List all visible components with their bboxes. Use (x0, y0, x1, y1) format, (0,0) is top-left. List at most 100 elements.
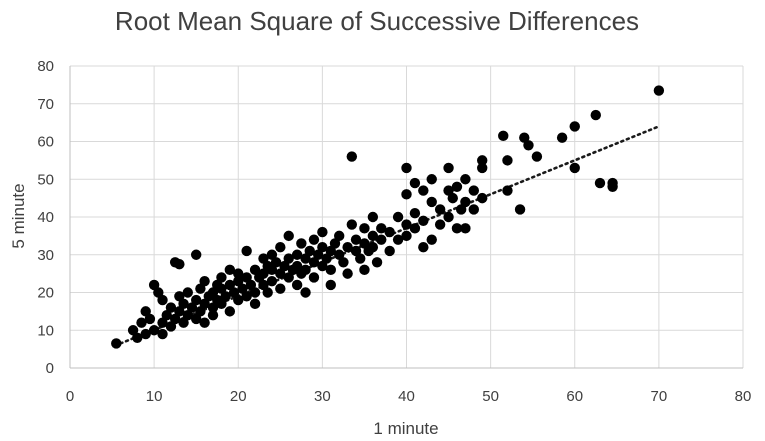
data-point (321, 253, 332, 264)
x-tick-label: 0 (66, 388, 74, 405)
data-point (308, 257, 320, 268)
data-point (367, 230, 379, 242)
data-point (426, 174, 437, 185)
data-point (148, 279, 160, 291)
data-point (275, 283, 286, 294)
y-tick-label: 60 (37, 134, 54, 151)
data-point (434, 219, 446, 230)
data-point (384, 245, 395, 257)
data-point (304, 245, 315, 257)
x-tick-label: 40 (398, 388, 415, 405)
data-point (531, 151, 543, 162)
data-point (569, 162, 580, 174)
data-point (258, 279, 269, 291)
data-point (224, 264, 236, 276)
data-point (569, 121, 580, 132)
data-point (291, 260, 303, 272)
data-point (140, 306, 151, 317)
y-tick-label: 70 (37, 96, 54, 113)
data-point (190, 294, 202, 306)
data-point (144, 313, 156, 325)
data-point (355, 253, 366, 264)
data-point (477, 162, 488, 174)
data-point (165, 302, 177, 313)
x-tick-label: 50 (482, 388, 499, 405)
data-point (296, 238, 307, 249)
data-point (237, 283, 248, 294)
data-point (519, 132, 530, 143)
x-axis-title: 1 minute (373, 419, 438, 438)
data-point (174, 258, 185, 270)
data-point (178, 298, 189, 310)
data-point (426, 196, 437, 208)
data-point (157, 328, 168, 340)
data-point (300, 253, 311, 264)
data-point (300, 264, 311, 276)
data-point (186, 302, 198, 313)
data-point (199, 317, 210, 328)
data-point (401, 162, 412, 174)
data-point (350, 234, 362, 245)
data-point (607, 181, 618, 192)
data-point (317, 226, 328, 238)
data-point (190, 249, 202, 260)
y-tick-label: 80 (37, 58, 54, 75)
data-point (161, 309, 172, 321)
data-point (249, 298, 261, 310)
data-point (468, 185, 479, 196)
data-point (325, 279, 336, 291)
data-point (443, 185, 454, 196)
data-point (249, 287, 261, 298)
data-point (199, 275, 210, 287)
y-tick-label: 0 (46, 360, 54, 377)
data-point (329, 238, 341, 249)
data-point (409, 223, 421, 234)
data-point (241, 272, 252, 283)
data-point (148, 325, 160, 336)
x-tick-label: 10 (146, 388, 163, 405)
data-point (245, 279, 257, 291)
data-point (258, 268, 269, 279)
data-point (498, 130, 509, 142)
data-point (262, 287, 273, 298)
data-point (220, 291, 231, 302)
data-point (460, 223, 471, 234)
data-point (371, 257, 383, 268)
x-tick-label: 80 (735, 388, 752, 405)
data-point (136, 317, 147, 328)
data-point (447, 192, 458, 204)
data-point (241, 291, 252, 302)
data-point (376, 234, 387, 245)
x-tick-label: 30 (314, 388, 331, 405)
data-point (418, 242, 429, 253)
data-point (409, 208, 421, 219)
data-point (523, 140, 534, 151)
data-point (241, 245, 252, 257)
data-point (291, 279, 303, 291)
data-point (266, 249, 278, 260)
data-point (334, 230, 345, 242)
data-point (443, 162, 454, 174)
data-point (451, 223, 463, 234)
data-point (275, 242, 286, 253)
data-point (291, 249, 303, 260)
data-point (283, 230, 294, 242)
data-point (443, 211, 454, 223)
data-point (359, 238, 370, 249)
data-point (153, 287, 164, 298)
data-point (249, 264, 261, 276)
data-point (157, 317, 168, 328)
data-point (350, 245, 362, 257)
data-point (359, 264, 370, 276)
data-point (590, 109, 601, 121)
data-points (111, 85, 665, 349)
data-point (207, 302, 219, 313)
data-point (401, 219, 412, 230)
y-tick-label: 40 (37, 209, 54, 226)
data-point (233, 268, 244, 279)
data-point (460, 196, 471, 208)
data-point (455, 204, 467, 215)
chart-title: Root Mean Square of Successive Differenc… (115, 6, 639, 36)
data-point (258, 253, 269, 264)
data-point (384, 226, 395, 238)
